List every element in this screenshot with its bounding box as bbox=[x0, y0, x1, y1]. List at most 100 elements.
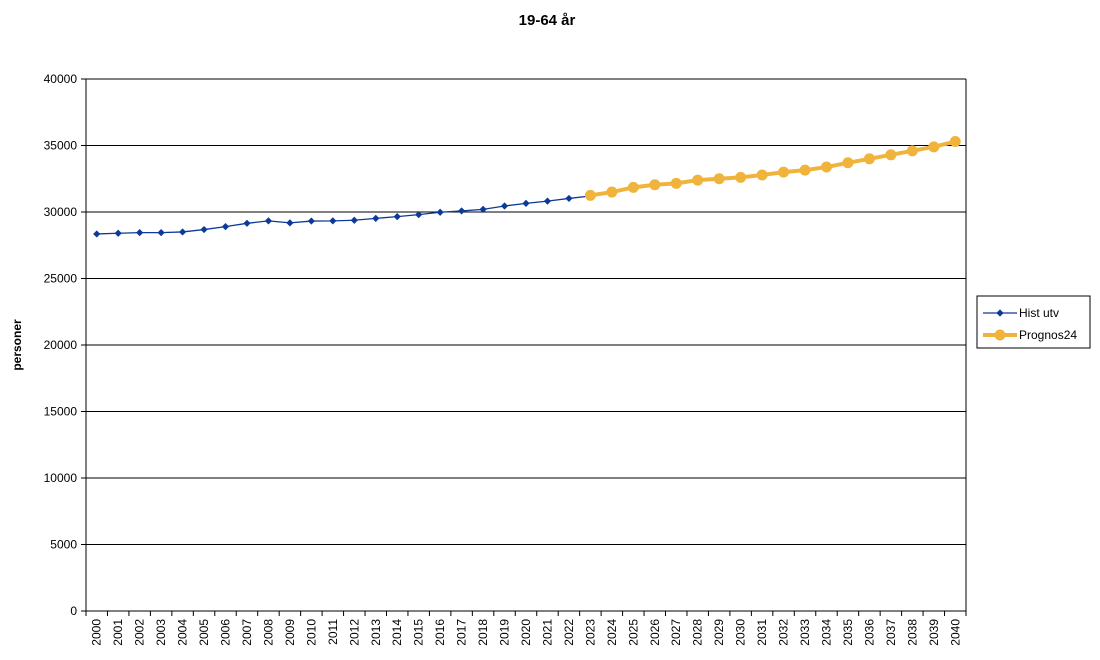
y-tick-label: 30000 bbox=[44, 205, 78, 219]
x-tick-label: 2013 bbox=[369, 619, 383, 646]
data-point bbox=[136, 229, 144, 237]
y-tick-label: 35000 bbox=[44, 139, 78, 153]
x-tick-label: 2010 bbox=[304, 619, 318, 646]
series-layer bbox=[93, 136, 961, 238]
legend-box bbox=[976, 295, 1091, 349]
data-point bbox=[692, 174, 704, 186]
y-tick-label: 5000 bbox=[50, 538, 77, 552]
x-tick-label: 2019 bbox=[498, 619, 512, 646]
data-point bbox=[627, 181, 639, 193]
data-point bbox=[329, 217, 337, 225]
data-point bbox=[543, 197, 552, 205]
x-tick-label: 2001 bbox=[111, 619, 125, 646]
x-tick-label: 2007 bbox=[240, 619, 254, 646]
x-tick-label: 2036 bbox=[862, 619, 876, 646]
data-point bbox=[565, 194, 573, 203]
axes bbox=[81, 78, 967, 616]
data-point bbox=[372, 214, 380, 222]
x-tick-label: 2028 bbox=[691, 619, 705, 646]
data-point bbox=[157, 229, 165, 237]
x-tick-label: 2033 bbox=[798, 619, 812, 646]
x-tick-label: 2016 bbox=[433, 619, 447, 646]
legend-label: Hist utv bbox=[1019, 306, 1059, 320]
data-point bbox=[114, 229, 122, 237]
data-point bbox=[713, 173, 725, 185]
x-tick-label: 2035 bbox=[841, 619, 855, 646]
y-tick-label: 10000 bbox=[44, 471, 78, 485]
data-point bbox=[842, 157, 854, 169]
x-tick-label: 2029 bbox=[712, 619, 726, 646]
data-point bbox=[584, 189, 596, 201]
x-tick-label: 2004 bbox=[176, 619, 190, 646]
chart-title: 19-64 år bbox=[519, 12, 576, 29]
data-point bbox=[221, 223, 230, 231]
x-tick-label: 2015 bbox=[412, 619, 426, 646]
data-point bbox=[885, 149, 897, 161]
x-tick-label: 2017 bbox=[455, 619, 469, 646]
data-point bbox=[436, 208, 444, 216]
x-tick-label: 2022 bbox=[562, 619, 576, 646]
data-point bbox=[799, 164, 811, 176]
data-point bbox=[458, 207, 466, 215]
data-point bbox=[949, 136, 961, 148]
x-tick-label: 2023 bbox=[583, 619, 597, 646]
legend-swatch-marker bbox=[996, 309, 1004, 317]
data-point bbox=[479, 205, 487, 213]
x-tick-label: 2038 bbox=[905, 619, 919, 646]
data-point bbox=[350, 216, 358, 224]
x-tick-label: 2034 bbox=[819, 619, 833, 646]
gridlines bbox=[86, 78, 966, 545]
x-tick-label: 2024 bbox=[605, 619, 619, 646]
data-point bbox=[93, 230, 101, 238]
x-tick-labels: 2000 2001 2002 2003 2004 2005 2006 2007 2008 2009… bbox=[90, 619, 963, 646]
y-tick-label: 40000 bbox=[44, 72, 78, 86]
x-tick-label: 2018 bbox=[476, 619, 490, 646]
data-point bbox=[500, 202, 509, 210]
x-tick-label: 2027 bbox=[669, 619, 683, 646]
data-point bbox=[522, 199, 530, 207]
legend-label: Prognos24 bbox=[1019, 328, 1077, 342]
data-point bbox=[820, 161, 832, 173]
data-point bbox=[735, 171, 747, 183]
legend: Hist utv Prognos24 bbox=[976, 295, 1091, 349]
x-tick-label: 2037 bbox=[884, 619, 898, 646]
y-tick-label: 0 bbox=[70, 604, 77, 618]
y-tick-label: 25000 bbox=[44, 272, 78, 286]
data-point bbox=[649, 179, 661, 191]
x-tick-label: 2032 bbox=[777, 619, 791, 646]
x-tick-label: 2000 bbox=[90, 619, 104, 646]
x-tick-label: 2003 bbox=[154, 619, 168, 646]
y-tick-label: 15000 bbox=[44, 405, 78, 419]
x-tick-label: 2040 bbox=[948, 619, 962, 646]
data-point bbox=[178, 228, 187, 236]
legend-swatch-marker bbox=[994, 329, 1006, 341]
data-point bbox=[863, 153, 875, 165]
x-tick-label: 2012 bbox=[347, 619, 361, 646]
data-point bbox=[307, 217, 315, 225]
x-tick-label: 2002 bbox=[133, 619, 147, 646]
x-tick-label: 2021 bbox=[540, 619, 554, 646]
data-point bbox=[200, 225, 208, 234]
series-line bbox=[96, 195, 591, 235]
data-point bbox=[415, 211, 423, 219]
x-tick-label: 2039 bbox=[927, 619, 941, 646]
data-point bbox=[606, 186, 618, 198]
x-tick-label: 2011 bbox=[326, 619, 340, 645]
data-point bbox=[778, 166, 790, 178]
data-point bbox=[264, 217, 273, 225]
x-tick-label: 2009 bbox=[283, 619, 297, 646]
data-point bbox=[756, 169, 768, 181]
x-tick-label: 2031 bbox=[755, 619, 769, 646]
x-tick-label: 2030 bbox=[734, 619, 748, 646]
series-line bbox=[590, 139, 956, 198]
x-tick-label: 2006 bbox=[219, 619, 233, 646]
y-tick-labels: 0 5000 10000 15000 20000 25000 30000 35000 40000 bbox=[44, 72, 78, 618]
y-tick-label: 20000 bbox=[44, 338, 78, 352]
x-tick-label: 2020 bbox=[519, 619, 533, 646]
data-point bbox=[243, 219, 251, 227]
x-tick-label: 2014 bbox=[390, 619, 404, 646]
x-tick-label: 2026 bbox=[648, 619, 662, 646]
data-point bbox=[670, 177, 682, 189]
